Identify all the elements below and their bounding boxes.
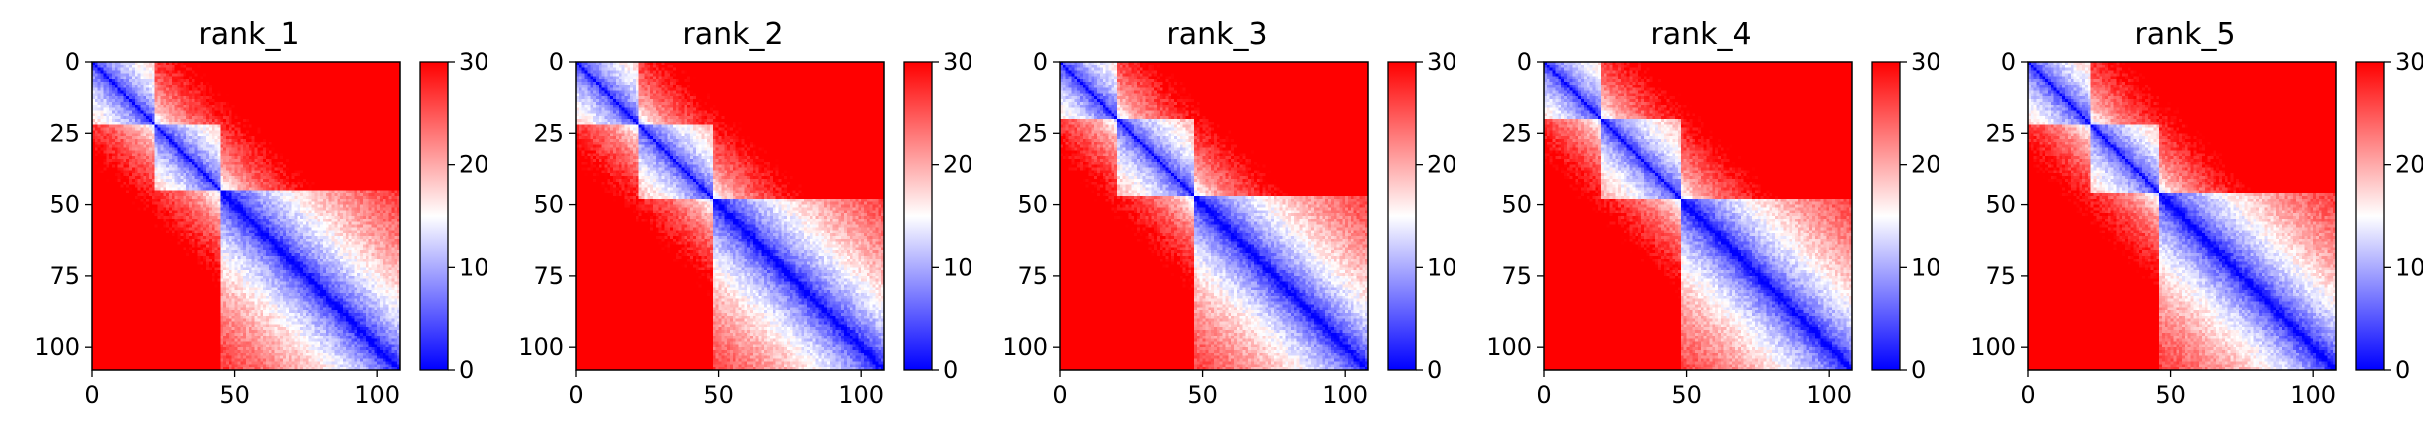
x-tick-label: 0 <box>1052 381 1067 409</box>
x-tick-label: 100 <box>1322 381 1368 409</box>
x-tick-label: 50 <box>1187 381 1218 409</box>
x-tick-label: 100 <box>1806 381 1852 409</box>
colorbar-tick-label: 20 <box>459 151 487 179</box>
y-tick-label: 25 <box>533 119 564 147</box>
x-tick-label: 0 <box>84 381 99 409</box>
heatmap-raster <box>2028 62 2336 370</box>
y-tick-label: 0 <box>1517 48 1532 76</box>
colorbar <box>2355 61 2385 371</box>
y-tick-label: 25 <box>1985 119 2016 147</box>
y-tick-label: 0 <box>65 48 80 76</box>
chart-title: rank_5 <box>2134 17 2235 52</box>
heatmap-raster <box>92 62 400 370</box>
panel-rank-2: rank_2 0 50 100 0 25 50 75 100 0 10 20 30 <box>484 0 971 438</box>
colorbar-tick-label: 0 <box>459 356 474 384</box>
heatmap-raster <box>1060 62 1368 370</box>
y-tick-label: 75 <box>1501 262 1532 290</box>
panel-rank-1: rank_1 0 50 100 0 25 50 75 100 0 10 20 30 <box>0 0 487 438</box>
y-tick-label: 50 <box>1017 191 1048 219</box>
y-tick-label: 25 <box>1501 119 1532 147</box>
y-tick-label: 100 <box>1486 333 1532 361</box>
x-tick-label: 50 <box>703 381 734 409</box>
colorbar <box>1387 61 1417 371</box>
colorbar-tick-label: 30 <box>943 48 971 76</box>
y-tick-label: 50 <box>1985 191 2016 219</box>
colorbar-tick-label: 20 <box>1911 151 1939 179</box>
heatmap-raster <box>1544 62 1852 370</box>
y-tick-label: 100 <box>1002 333 1048 361</box>
y-tick-label: 100 <box>34 333 80 361</box>
chart-title: rank_4 <box>1650 17 1751 52</box>
y-tick-label: 75 <box>1985 262 2016 290</box>
x-tick-label: 50 <box>219 381 250 409</box>
chart-title: rank_1 <box>198 17 299 52</box>
x-tick-label: 0 <box>1536 381 1551 409</box>
colorbar-tick-label: 0 <box>2395 356 2410 384</box>
colorbar-tick-label: 0 <box>1427 356 1442 384</box>
colorbar-tick-label: 20 <box>2395 151 2423 179</box>
y-tick-label: 100 <box>518 333 564 361</box>
panel-rank-3: rank_3 0 50 100 0 25 50 75 100 0 10 20 30 <box>968 0 1455 438</box>
plot-frame <box>1543 61 1853 371</box>
colorbar-tick-label: 30 <box>1911 48 1939 76</box>
x-tick-label: 0 <box>568 381 583 409</box>
y-tick-label: 25 <box>1017 119 1048 147</box>
colorbar-tick-label: 30 <box>2395 48 2423 76</box>
y-tick-label: 75 <box>49 262 80 290</box>
x-tick-label: 50 <box>1671 381 1702 409</box>
y-tick-label: 0 <box>1033 48 1048 76</box>
y-tick-label: 50 <box>1501 191 1532 219</box>
chart-title: rank_3 <box>1166 17 1267 52</box>
panel-rank-4: rank_4 0 50 100 0 25 50 75 100 0 10 20 30 <box>1452 0 1939 438</box>
y-tick-label: 0 <box>2001 48 2016 76</box>
y-tick-label: 50 <box>49 191 80 219</box>
heatmap-raster <box>576 62 884 370</box>
x-tick-label: 100 <box>2290 381 2336 409</box>
plot-frame <box>575 61 885 371</box>
colorbar-tick-label: 30 <box>1427 48 1455 76</box>
plot-frame <box>2027 61 2337 371</box>
colorbar-tick-label: 10 <box>459 253 487 281</box>
colorbar <box>419 61 449 371</box>
y-tick-label: 25 <box>49 119 80 147</box>
plot-frame <box>91 61 401 371</box>
x-tick-label: 50 <box>2155 381 2186 409</box>
colorbar-tick-label: 20 <box>1427 151 1455 179</box>
colorbar-tick-label: 0 <box>943 356 958 384</box>
y-tick-label: 100 <box>1970 333 2016 361</box>
colorbar-tick-label: 30 <box>459 48 487 76</box>
panel-rank-5: rank_5 0 50 100 0 25 50 75 100 0 10 20 30 <box>1936 0 2423 438</box>
colorbar-tick-label: 0 <box>1911 356 1926 384</box>
y-tick-label: 0 <box>549 48 564 76</box>
plot-frame <box>1059 61 1369 371</box>
y-tick-label: 75 <box>533 262 564 290</box>
colorbar-tick-label: 10 <box>2395 253 2423 281</box>
colorbar-tick-label: 20 <box>943 151 971 179</box>
colorbar-tick-label: 10 <box>1427 253 1455 281</box>
colorbar <box>903 61 933 371</box>
colorbar-tick-label: 10 <box>1911 253 1939 281</box>
colorbar-tick-label: 10 <box>943 253 971 281</box>
y-tick-label: 50 <box>533 191 564 219</box>
x-tick-label: 0 <box>2020 381 2035 409</box>
chart-title: rank_2 <box>682 17 783 52</box>
x-tick-label: 100 <box>838 381 884 409</box>
x-tick-label: 100 <box>354 381 400 409</box>
y-tick-label: 75 <box>1017 262 1048 290</box>
colorbar <box>1871 61 1901 371</box>
